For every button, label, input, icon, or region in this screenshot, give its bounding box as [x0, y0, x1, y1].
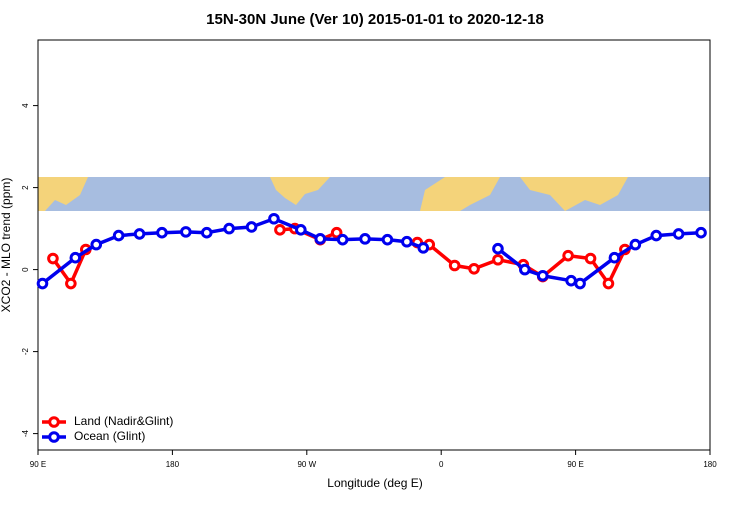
data-point [65, 277, 77, 290]
data-point [602, 277, 615, 290]
x-tick-label: 180 [703, 460, 717, 469]
data-point [629, 238, 642, 251]
data-point [359, 233, 371, 245]
x-tick-label: 0 [439, 460, 444, 469]
legend-label: Ocean (Glint) [74, 429, 145, 443]
data-point [314, 233, 327, 245]
plot-frame [37, 39, 711, 451]
data-point [492, 253, 504, 266]
data-point [672, 228, 685, 240]
y-tick-label: 0 [21, 267, 30, 272]
data-point [90, 238, 103, 251]
data-point [336, 233, 349, 246]
data-point [417, 242, 430, 254]
data-point [562, 249, 574, 262]
data-point [133, 228, 146, 240]
legend-swatch [48, 416, 60, 428]
data-point [574, 277, 586, 290]
y-tick-label: -4 [21, 429, 30, 437]
data-point [695, 226, 707, 239]
data-point [268, 212, 280, 225]
data-point [536, 269, 549, 282]
data-point [295, 224, 307, 236]
legend-label: Land (Nadir&Glint) [74, 414, 173, 428]
y-axis-label: XCO2 - MLO trend (ppm) [0, 178, 13, 313]
data-point [584, 252, 597, 265]
x-tick-label: 180 [166, 460, 180, 469]
data-point [69, 251, 82, 264]
map-band [38, 177, 710, 211]
data-point [608, 251, 621, 264]
data-point [519, 263, 531, 276]
data-point [223, 222, 235, 235]
legend-swatch [48, 431, 60, 443]
data-point [401, 235, 413, 248]
y-tick-label: 2 [21, 185, 30, 190]
data-point [156, 226, 168, 239]
y-tick-label: -2 [21, 347, 30, 355]
x-axis-label: Longitude (deg E) [327, 476, 422, 490]
x-tick-label: 90 E [30, 460, 46, 469]
chart-title: 15N-30N June (Ver 10) 2015-01-01 to 2020… [206, 11, 544, 28]
data-point [565, 274, 577, 287]
data-point [112, 229, 125, 242]
data-point [492, 242, 504, 255]
data-point [245, 221, 258, 233]
data-point [468, 262, 480, 275]
x-tick-label: 90 E [567, 460, 583, 469]
data-point [36, 277, 49, 290]
data-point [650, 229, 663, 242]
x-tick-label: 90 W [297, 460, 316, 469]
data-point [180, 226, 192, 238]
data-point [448, 259, 461, 272]
y-tick-label: 4 [21, 103, 30, 108]
data-point [274, 224, 286, 236]
data-point [47, 252, 59, 265]
data-point [330, 226, 343, 239]
data-point [200, 226, 213, 239]
data-point [381, 233, 394, 246]
